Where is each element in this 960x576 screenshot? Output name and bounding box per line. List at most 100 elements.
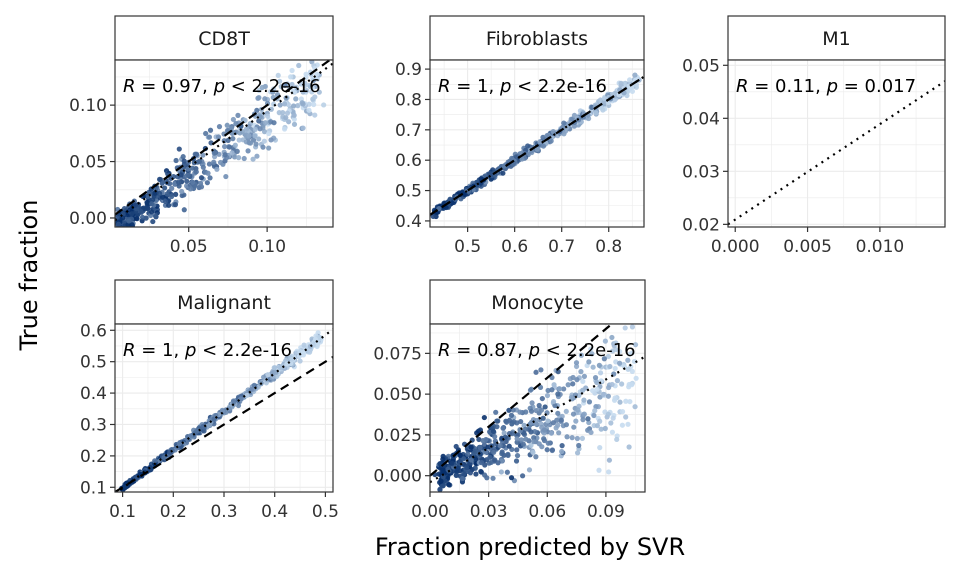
x-tick-label: 0.06: [528, 502, 566, 522]
data-point: [609, 334, 615, 341]
data-point: [585, 416, 591, 422]
data-point: [586, 399, 593, 405]
data-point: [116, 228, 121, 233]
data-point: [609, 429, 616, 435]
data-point: [574, 435, 580, 442]
panel-m1: M1 R = 0.11, p = 0.017 0.000 0.005 0.010 0.02…: [682, 15, 946, 257]
points: [115, 60, 327, 240]
data-point: [608, 420, 614, 426]
data-point: [207, 127, 214, 133]
data-point: [196, 158, 202, 164]
data-point: [598, 426, 604, 432]
data-point: [300, 101, 306, 107]
data-point: [544, 447, 550, 453]
data-point: [450, 456, 456, 462]
data-point: [271, 365, 277, 371]
data-point: [266, 130, 272, 137]
reference-lines: [115, 60, 333, 222]
data-point: [250, 156, 256, 162]
data-point: [222, 143, 228, 150]
data-point: [159, 180, 165, 186]
data-point: [629, 368, 635, 374]
panels: CD8T R = 0.97, p < 2.2e-16 0.05 0.10 0.00 0.0…: [69, 15, 946, 522]
data-point: [129, 211, 135, 217]
data-point: [619, 422, 626, 428]
data-point: [175, 179, 182, 185]
data-point: [314, 76, 321, 82]
data-point: [594, 379, 600, 385]
data-point: [300, 125, 306, 131]
data-point: [537, 139, 543, 145]
data-point: [589, 388, 596, 394]
data-point: [617, 348, 623, 355]
data-point: [553, 425, 559, 431]
data-point: [580, 417, 586, 423]
data-point: [478, 460, 485, 466]
data-point: [623, 414, 629, 420]
data-point: [270, 89, 276, 95]
data-point: [506, 430, 513, 437]
correlation-annotation: R = 0.87, p < 2.2e-16: [438, 340, 636, 361]
data-point: [602, 425, 608, 432]
data-point: [254, 153, 260, 159]
x-tick-label: 0.6: [501, 237, 528, 257]
data-point: [478, 468, 484, 475]
data-point: [506, 443, 512, 449]
data-point: [572, 392, 579, 398]
data-point: [189, 165, 196, 171]
data-point: [477, 445, 483, 451]
data-point: [633, 375, 639, 381]
data-point: [589, 351, 595, 357]
data-point: [529, 400, 535, 406]
data-point: [591, 412, 597, 419]
data-point: [440, 467, 446, 473]
data-point: [576, 442, 582, 449]
data-point: [574, 450, 581, 456]
y-tick-label: 0.6: [395, 151, 422, 171]
data-point: [430, 213, 436, 219]
data-point: [513, 458, 520, 464]
data-point: [288, 74, 294, 80]
y-tick-label: 0.5: [80, 353, 107, 373]
data-point: [518, 418, 524, 425]
data-point: [555, 369, 561, 375]
data-point: [514, 436, 520, 442]
data-point: [504, 469, 510, 475]
data-point: [252, 126, 258, 132]
y-tick-label: 0.00: [69, 209, 107, 229]
data-point: [301, 342, 307, 348]
x-tick-label: 0.10: [248, 237, 286, 257]
data-point: [594, 423, 600, 429]
data-point: [538, 367, 544, 373]
data-point: [600, 391, 606, 397]
data-point: [460, 475, 466, 482]
data-point: [219, 407, 225, 413]
y-tick-label: 0.4: [395, 212, 422, 232]
data-point: [122, 235, 127, 240]
x-axis-title: Fraction predicted by SVR: [375, 533, 685, 561]
data-point: [578, 369, 584, 375]
data-point: [300, 349, 307, 355]
data-point: [500, 170, 506, 176]
data-point: [204, 180, 210, 186]
data-point: [120, 232, 125, 237]
data-point: [528, 442, 534, 448]
data-point: [597, 445, 603, 451]
data-point: [519, 156, 525, 162]
data-point: [193, 169, 199, 175]
data-point: [224, 122, 230, 128]
data-point: [625, 357, 631, 363]
data-point: [561, 386, 567, 392]
data-point: [614, 436, 620, 443]
data-point: [176, 183, 182, 189]
panel-border: [114, 59, 334, 228]
data-point: [518, 437, 525, 443]
data-point: [205, 170, 211, 176]
data-point: [180, 154, 186, 160]
data-point: [548, 430, 555, 436]
data-point: [166, 202, 172, 208]
data-point: [281, 126, 288, 132]
data-point: [545, 440, 551, 446]
data-point: [626, 384, 632, 390]
data-point: [235, 112, 241, 118]
